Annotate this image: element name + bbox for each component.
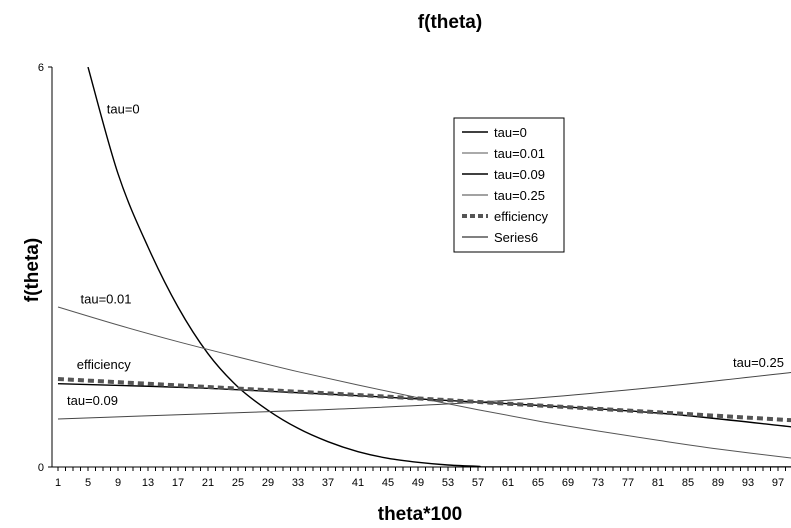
- x-tick-label: 53: [442, 477, 454, 489]
- x-tick-label: 93: [742, 477, 754, 489]
- annotation-label: tau=0.25: [733, 355, 784, 370]
- y-tick-label: 6: [38, 62, 44, 74]
- x-tick-label: 69: [562, 477, 574, 489]
- x-tick-label: 89: [712, 477, 724, 489]
- legend-label: tau=0.01: [494, 146, 545, 161]
- annotation-label: tau=0: [107, 102, 140, 117]
- series-group: [57, 67, 791, 467]
- annotation-label: tau=0.09: [67, 393, 118, 408]
- series-line-tau-0-25: [57, 372, 791, 420]
- series-line-tau-0-09: [57, 383, 791, 428]
- x-tick-label: 9: [115, 477, 121, 489]
- x-tick-label: 37: [322, 477, 334, 489]
- legend: tau=0 tau=0.01 tau=0.09 tau=0.25 efficiency S…: [453, 117, 565, 253]
- x-tick-label: 81: [652, 477, 664, 489]
- legend-label: tau=0.25: [494, 188, 545, 203]
- series-line-tau-0: [87, 67, 791, 467]
- legend-label: tau=0.09: [494, 167, 545, 182]
- y-tick-label: 0: [38, 462, 44, 474]
- series-line-tau-0-01: [57, 306, 791, 459]
- x-tick-label: 57: [472, 477, 484, 489]
- annotation-label: tau=0.01: [81, 292, 132, 307]
- x-tick-label: 85: [682, 477, 694, 489]
- x-tick-label: 29: [262, 477, 274, 489]
- legend-label: Series6: [494, 230, 538, 245]
- x-tick-label: 21: [202, 477, 214, 489]
- x-tick-label: 65: [532, 477, 544, 489]
- x-tick-label: 61: [502, 477, 514, 489]
- chart-title: f(theta): [418, 12, 482, 33]
- legend-label: tau=0: [494, 125, 527, 140]
- x-tick-label: 1: [55, 477, 61, 489]
- legend-box: [453, 117, 565, 253]
- axes: 061 5 9 13 17 21 25 29 33 37 41 45 49 53 57 61 65 69 73 77 8…: [38, 62, 791, 489]
- x-tick-label: 49: [412, 477, 424, 489]
- x-tick-label: 73: [592, 477, 604, 489]
- x-axis-title: theta*100: [378, 504, 463, 525]
- x-tick-label: 5: [85, 477, 91, 489]
- legend-label: efficiency: [494, 209, 548, 224]
- y-axis-title: f(theta): [22, 238, 43, 302]
- annotations: tau=0 tau=0.01 efficiency tau=0.09 tau=0.25: [67, 102, 784, 408]
- x-tick-label: 17: [172, 477, 184, 489]
- x-tick-label: 97: [772, 477, 784, 489]
- x-tick-label: 25: [232, 477, 244, 489]
- x-tick-label: 13: [142, 477, 154, 489]
- x-tick-label: 45: [382, 477, 394, 489]
- x-tick-label: 77: [622, 477, 634, 489]
- annotation-label: efficiency: [77, 357, 131, 372]
- x-tick-label: 33: [292, 477, 304, 489]
- x-tick-label: 41: [352, 477, 364, 489]
